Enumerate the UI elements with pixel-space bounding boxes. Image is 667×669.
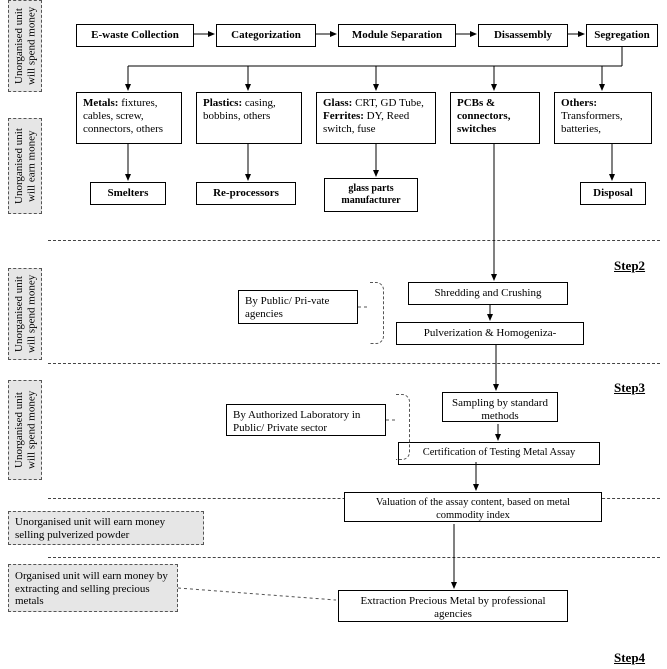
- step2-agency: By Public/ Pri-vate agencies: [238, 290, 358, 324]
- side-label-3: Unorganised unit will spend money: [8, 268, 42, 360]
- step3-label: Step3: [614, 380, 645, 396]
- step2-label: Step2: [614, 258, 645, 274]
- box-disassembly: Disassembly: [478, 24, 568, 47]
- step3-cert: Certification of Testing Metal Assay: [398, 442, 600, 465]
- box-segregation: Segregation: [586, 24, 658, 47]
- out-reprocessors: Re-processors: [196, 182, 296, 205]
- cat-pcb: PCBs & connectors, switches: [450, 92, 540, 144]
- cat-metals: Metals: fixtures, cables, screw, connect…: [76, 92, 182, 144]
- cat-plastics: Plastics: casing, bobbins, others: [196, 92, 302, 144]
- step2-shred: Shredding and Crushing: [408, 282, 568, 305]
- step4-extract: Extraction Precious Metal by professiona…: [338, 590, 568, 622]
- step4-label: Step4: [614, 650, 645, 666]
- side-label-5: Unorganised unit will earn money selling…: [8, 511, 204, 545]
- box-categorization: Categorization: [216, 24, 316, 47]
- cat-others: Others: Transformers, batteries,: [554, 92, 652, 144]
- step2-pulv: Pulverization & Homogeniza-: [396, 322, 584, 345]
- side-label-2: Unorganised unit will earn money: [8, 118, 42, 214]
- side-label-6: Organised unit will earn money by extrac…: [8, 564, 178, 612]
- side-label-4: Unorganised unit will spend money: [8, 380, 42, 480]
- out-glassmfg: glass parts manufacturer: [324, 178, 418, 212]
- brace-step2: [370, 282, 384, 344]
- step3-sampling: Sampling by standard methods: [442, 392, 558, 422]
- box-ewaste-collection: E-waste Collection: [76, 24, 194, 47]
- box-module-separation: Module Separation: [338, 24, 456, 47]
- out-smelters: Smelters: [90, 182, 166, 205]
- out-disposal: Disposal: [580, 182, 646, 205]
- step3-agency: By Authorized Laboratory in Public/ Priv…: [226, 404, 386, 436]
- cat-glass: Glass: CRT, GD Tube, Ferrites: DY, Reed …: [316, 92, 436, 144]
- side-label-1: Unorganised unit will spend money: [8, 0, 42, 92]
- step3-valuation: Valuation of the assay content, based on…: [344, 492, 602, 522]
- brace-step3: [396, 394, 410, 460]
